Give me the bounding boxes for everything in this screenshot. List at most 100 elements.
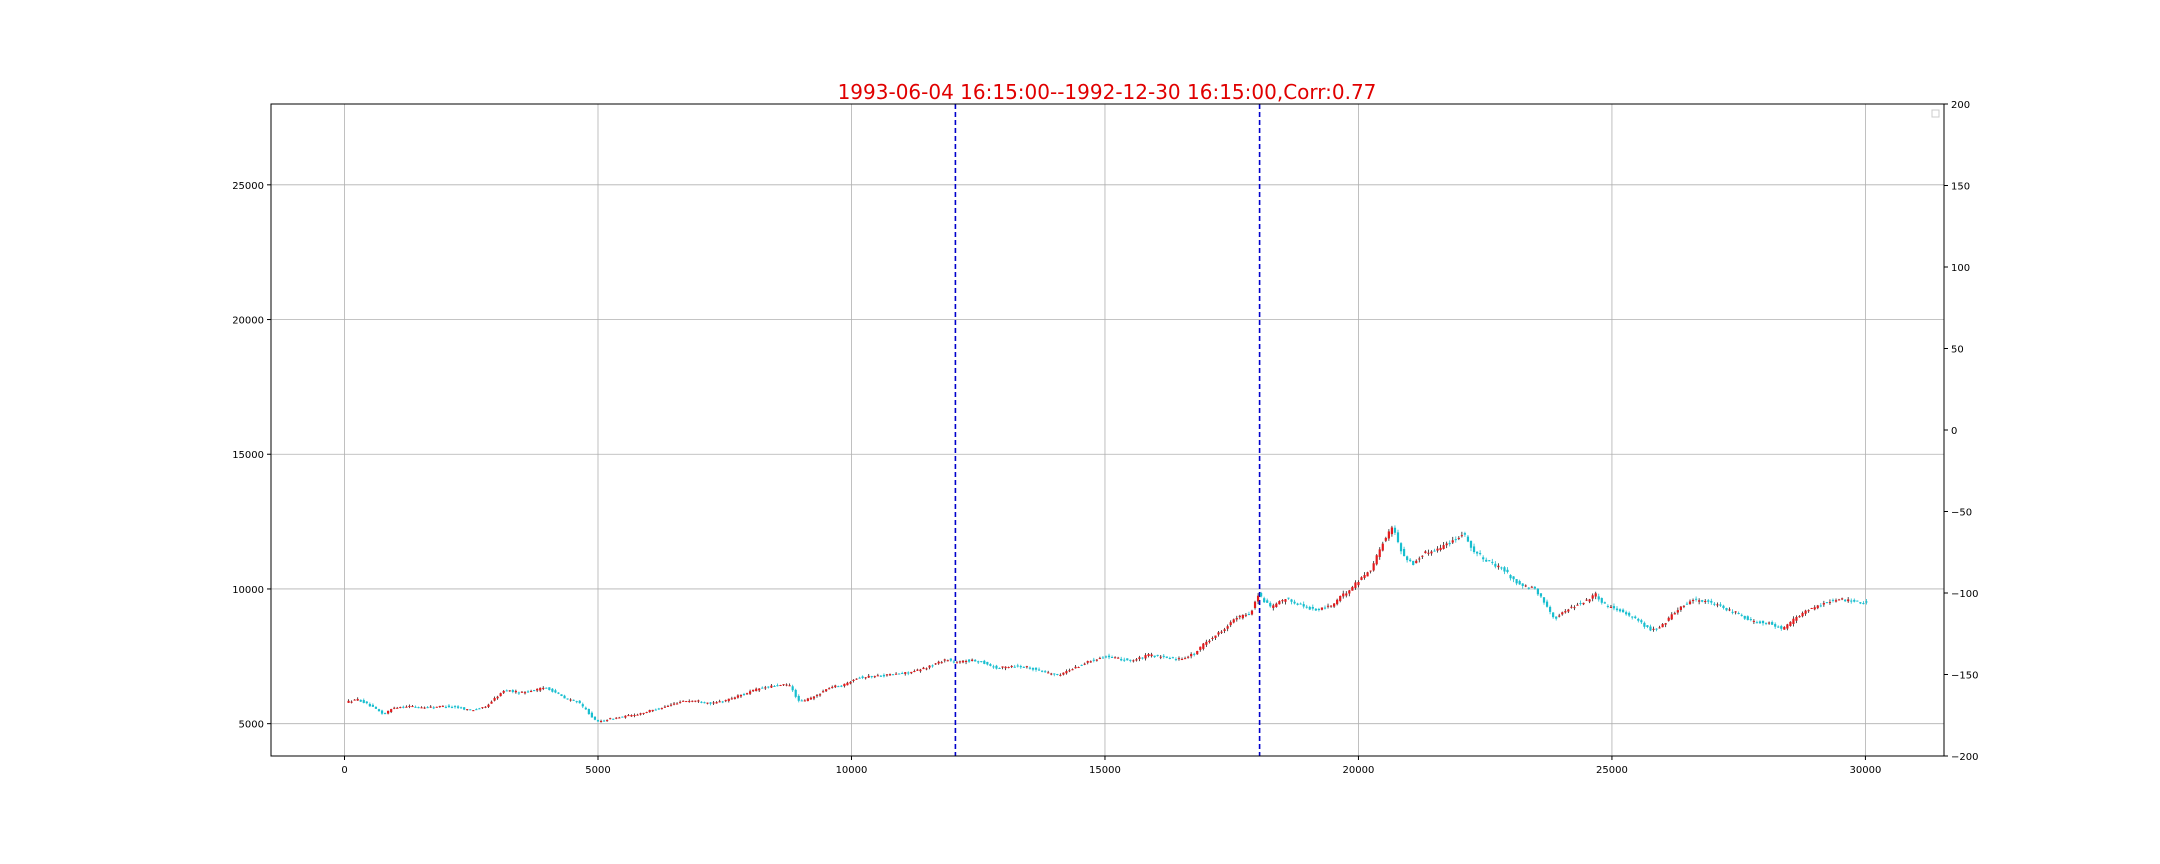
x-tick-label: 30000 (1850, 765, 1882, 776)
candle-down (879, 675, 882, 677)
candle-down (1774, 624, 1777, 627)
candle-down (1710, 600, 1713, 603)
candle-up (1652, 628, 1655, 630)
candle-down (1606, 605, 1609, 607)
candle-up (1095, 659, 1098, 661)
candle-down (1621, 609, 1625, 613)
candle-up (873, 676, 876, 678)
candle-up (1360, 577, 1363, 580)
candle-up (1384, 538, 1387, 541)
candle-down (1028, 667, 1032, 669)
candle-down (584, 707, 587, 710)
candle-up (636, 714, 639, 716)
candle-down (460, 707, 463, 709)
candle-up (803, 700, 806, 702)
candle-up (1050, 673, 1053, 675)
candle-up (834, 685, 837, 688)
candle-up (748, 691, 752, 694)
candle-down (1485, 559, 1488, 562)
candle-up (1576, 604, 1579, 606)
y-right-tick-label: 100 (1951, 263, 1970, 274)
candle-up (1135, 659, 1138, 661)
candle-down (1193, 653, 1196, 655)
candle-up (1220, 631, 1223, 633)
candle-up (1582, 602, 1585, 605)
candle-down (1600, 598, 1603, 603)
candle-up (1083, 663, 1086, 665)
candle-up (934, 663, 937, 665)
candle-down (1509, 575, 1512, 579)
candle-down (949, 658, 952, 661)
candle-up (1810, 608, 1813, 610)
candle-down (1433, 550, 1436, 552)
candle-up (627, 715, 630, 717)
candle-up (1278, 601, 1281, 605)
candle-down (1545, 601, 1549, 607)
candle-up (828, 688, 831, 690)
candle-down (533, 690, 536, 692)
candle-down (898, 673, 901, 675)
candles (347, 525, 1868, 723)
candle-up (788, 685, 791, 687)
candle-down (368, 703, 371, 707)
candle-up (1442, 545, 1445, 549)
candle-up (1783, 626, 1786, 630)
candle-up (1786, 624, 1789, 629)
candle-down (1615, 608, 1619, 611)
candle-down (371, 704, 375, 707)
candle-down (1515, 579, 1518, 584)
candle-up (1375, 555, 1378, 565)
candle-up (536, 688, 539, 691)
candle-up (779, 685, 782, 687)
candle-up (630, 715, 633, 717)
candle-up (347, 700, 350, 703)
candle-up (429, 706, 432, 708)
candle-down (1153, 655, 1156, 658)
candle-down (1764, 622, 1768, 624)
candle-down (1713, 603, 1716, 605)
candle-up (356, 698, 359, 701)
candle-up (1609, 606, 1613, 608)
candle-down (1171, 657, 1174, 659)
candle-down (453, 706, 457, 708)
candle-up (806, 698, 809, 701)
x-tick-label: 0 (341, 765, 347, 776)
candle-down (776, 685, 779, 687)
candle-down (797, 695, 800, 701)
candle-up (1320, 607, 1324, 610)
candle-up (1366, 572, 1369, 577)
candle-up (1792, 618, 1795, 624)
candle-down (983, 660, 986, 664)
candle-down (1533, 586, 1536, 589)
candle-down (1758, 621, 1762, 624)
candle-down (995, 665, 998, 669)
candle-up (609, 718, 612, 720)
candle-down (840, 685, 843, 687)
candle-down (1104, 656, 1108, 658)
candle-up (1564, 611, 1567, 613)
x-axis: 0 5000 10000 15000 20000 25000 30000 (341, 756, 1881, 776)
candle-down (526, 691, 530, 693)
candle-up (1226, 626, 1229, 629)
candle-down (1853, 599, 1856, 602)
x-tick-label: 25000 (1596, 765, 1628, 776)
candle-down (1646, 625, 1649, 627)
candle-up (1284, 599, 1287, 602)
candle-down (1628, 612, 1631, 616)
candle-down (563, 695, 566, 699)
candle-down (1850, 600, 1853, 602)
candle-down (992, 666, 995, 668)
candle-up (733, 697, 736, 699)
candle-up (1567, 609, 1570, 612)
candle-down (1506, 569, 1509, 573)
candle-down (383, 713, 387, 715)
candle-up (1001, 666, 1004, 668)
candle-down (602, 720, 606, 722)
candle-up (1837, 599, 1841, 601)
candle-down (1469, 540, 1473, 548)
candle-up (484, 706, 487, 708)
candle-down (1542, 597, 1546, 603)
candle-down (578, 700, 581, 704)
candle-down (1402, 549, 1406, 557)
candle-down (1479, 553, 1482, 555)
